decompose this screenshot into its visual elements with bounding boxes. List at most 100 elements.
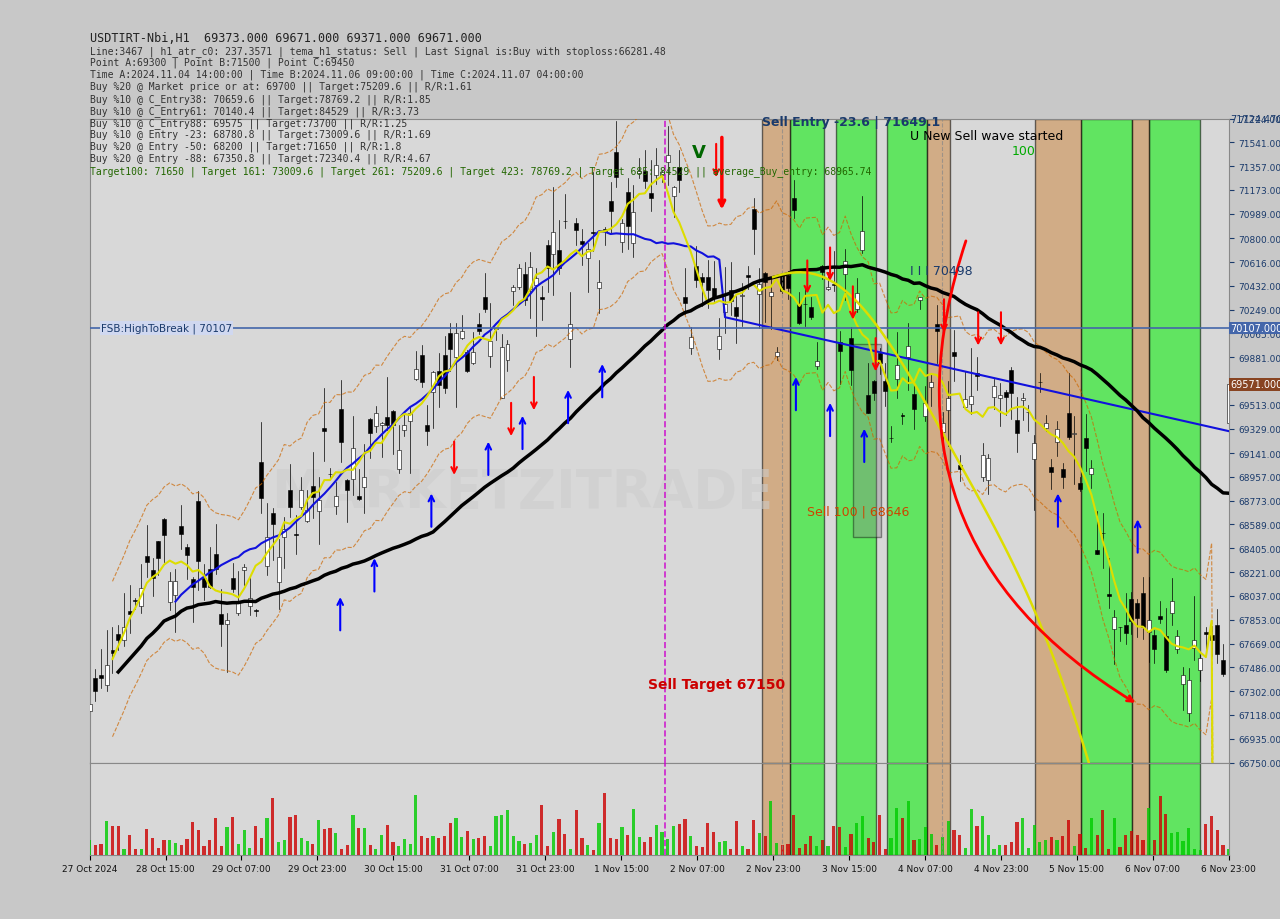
Bar — [654, 166, 658, 176]
Bar — [728, 290, 732, 301]
Bar — [202, 846, 206, 855]
Bar — [390, 412, 396, 425]
Bar — [1015, 823, 1019, 855]
Bar — [712, 289, 716, 299]
Bar — [1096, 550, 1100, 554]
Bar — [225, 827, 229, 855]
Bar — [1165, 814, 1167, 855]
Bar — [402, 425, 407, 431]
Bar — [489, 342, 493, 357]
Bar — [397, 846, 401, 855]
Bar — [860, 232, 864, 251]
Bar — [591, 850, 595, 855]
Text: Buy %20 @ Entry -88: 67350.8 || Target:72340.4 || R/R:4.67: Buy %20 @ Entry -88: 67350.8 || Target:7… — [90, 153, 430, 164]
Bar — [524, 844, 526, 855]
FancyBboxPatch shape — [836, 763, 876, 855]
Bar — [362, 478, 366, 488]
Bar — [134, 849, 137, 855]
Bar — [644, 842, 646, 855]
Bar — [196, 502, 201, 562]
Bar — [385, 418, 389, 425]
Bar — [947, 822, 950, 855]
Text: Buy %20 @ Market price or at: 69700 || Target:75209.6 || R/R:1.61: Buy %20 @ Market price or at: 69700 || T… — [90, 82, 471, 92]
Bar — [1204, 632, 1208, 634]
Bar — [586, 249, 590, 258]
FancyBboxPatch shape — [927, 119, 950, 763]
Bar — [403, 839, 406, 855]
Bar — [471, 840, 475, 855]
Bar — [346, 481, 349, 491]
Text: FSB:HighToBreak | 70107: FSB:HighToBreak | 70107 — [101, 323, 232, 334]
Bar — [746, 849, 750, 855]
Bar — [128, 612, 132, 614]
Bar — [1204, 824, 1207, 855]
Bar — [1215, 626, 1220, 654]
Bar — [374, 849, 378, 855]
Bar — [936, 845, 938, 855]
Bar — [449, 823, 452, 855]
Bar — [397, 450, 401, 470]
Bar — [1135, 603, 1139, 618]
FancyBboxPatch shape — [1149, 763, 1201, 855]
Bar — [591, 233, 595, 234]
Text: Point A:69300 | Point B:71500 | Point C:69450: Point A:69300 | Point B:71500 | Point C:… — [90, 58, 355, 68]
Bar — [1107, 849, 1110, 855]
Bar — [844, 262, 847, 275]
Bar — [385, 825, 389, 855]
Bar — [980, 816, 984, 855]
Bar — [832, 826, 836, 855]
Bar — [826, 288, 829, 289]
Bar — [1010, 843, 1012, 855]
Bar — [540, 805, 544, 855]
Bar — [494, 329, 498, 330]
Bar — [849, 338, 852, 371]
FancyBboxPatch shape — [1132, 119, 1149, 763]
Bar — [814, 362, 819, 367]
Bar — [934, 325, 938, 332]
Bar — [489, 845, 492, 855]
Bar — [753, 820, 755, 855]
Bar — [614, 153, 618, 177]
Bar — [568, 849, 572, 855]
Bar — [998, 395, 1002, 399]
Bar — [156, 848, 160, 855]
Bar — [837, 343, 841, 352]
Bar — [100, 844, 102, 855]
Bar — [88, 841, 91, 855]
Bar — [1147, 620, 1151, 632]
Bar — [637, 171, 641, 174]
Bar — [1198, 850, 1202, 855]
Bar — [1187, 828, 1190, 855]
Bar — [906, 346, 910, 357]
Bar — [500, 815, 503, 855]
Text: USDTIRT-Nbi,H1  69373.000 69671.000 69371.000 69671.000: USDTIRT-Nbi,H1 69373.000 69671.000 69371… — [90, 32, 481, 45]
Bar — [1181, 675, 1185, 685]
Bar — [980, 455, 984, 478]
Bar — [99, 675, 104, 679]
Bar — [598, 823, 600, 855]
Bar — [969, 809, 973, 855]
Bar — [763, 274, 767, 282]
FancyBboxPatch shape — [1080, 763, 1132, 855]
Bar — [1193, 849, 1196, 855]
Bar — [1124, 626, 1128, 633]
Bar — [1142, 840, 1144, 855]
Bar — [672, 826, 675, 855]
Bar — [174, 844, 177, 855]
Bar — [621, 827, 623, 855]
Bar — [700, 847, 704, 855]
Bar — [855, 294, 859, 310]
Bar — [677, 824, 681, 855]
Bar — [197, 830, 200, 855]
Text: Sell Target 67150: Sell Target 67150 — [648, 677, 785, 692]
Bar — [832, 284, 836, 286]
Bar — [140, 588, 143, 606]
Bar — [575, 810, 577, 855]
Bar — [809, 307, 813, 318]
Bar — [1044, 840, 1047, 855]
Bar — [946, 398, 950, 411]
Bar — [1050, 468, 1053, 472]
Bar — [1221, 660, 1225, 675]
Bar — [815, 846, 818, 855]
Bar — [717, 336, 722, 349]
